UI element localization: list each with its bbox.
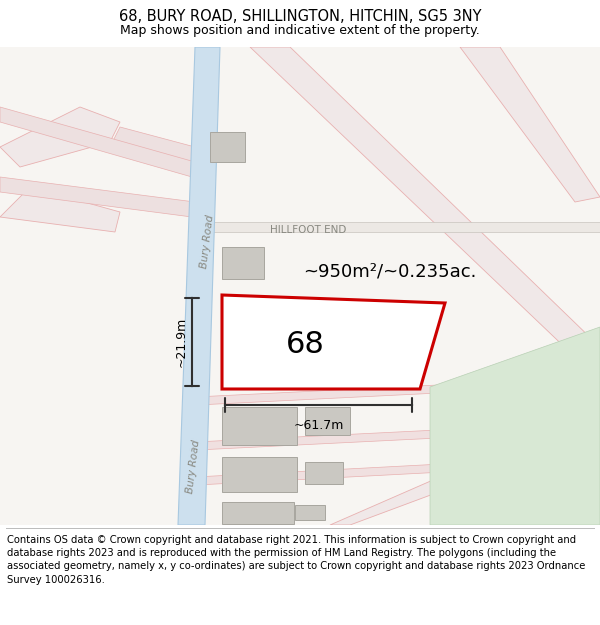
Text: 68: 68 [286, 331, 325, 359]
Text: Contains OS data © Crown copyright and database right 2021. This information is : Contains OS data © Crown copyright and d… [7, 535, 586, 584]
Bar [210, 132, 245, 162]
Text: ~21.9m: ~21.9m [175, 317, 188, 367]
Polygon shape [0, 107, 120, 167]
Text: HILLFOOT END: HILLFOOT END [270, 225, 346, 235]
Bar [305, 407, 350, 435]
Polygon shape [250, 47, 600, 357]
Polygon shape [222, 295, 445, 389]
Bar [222, 407, 297, 445]
Bar [230, 319, 325, 389]
Bar [305, 462, 343, 484]
Text: Map shows position and indicative extent of the property.: Map shows position and indicative extent… [120, 24, 480, 37]
Polygon shape [460, 47, 600, 202]
Polygon shape [430, 327, 600, 525]
Text: Bury Road: Bury Road [199, 214, 215, 269]
Polygon shape [0, 187, 120, 232]
Polygon shape [0, 107, 195, 177]
Polygon shape [0, 177, 195, 217]
Polygon shape [450, 467, 600, 525]
Polygon shape [178, 47, 220, 525]
Text: ~61.7m: ~61.7m [293, 419, 344, 432]
Polygon shape [110, 127, 195, 167]
Text: ~950m²/~0.235ac.: ~950m²/~0.235ac. [304, 263, 476, 281]
Polygon shape [330, 407, 600, 525]
Polygon shape [195, 222, 600, 232]
Bar [295, 505, 325, 520]
Polygon shape [195, 377, 600, 405]
Text: Bury Road: Bury Road [185, 439, 201, 494]
Bar [222, 502, 294, 524]
Text: 68, BURY ROAD, SHILLINGTON, HITCHIN, SG5 3NY: 68, BURY ROAD, SHILLINGTON, HITCHIN, SG5… [119, 9, 481, 24]
Bar [222, 457, 297, 492]
Bar [222, 247, 264, 279]
Polygon shape [195, 462, 482, 485]
Polygon shape [195, 422, 600, 450]
